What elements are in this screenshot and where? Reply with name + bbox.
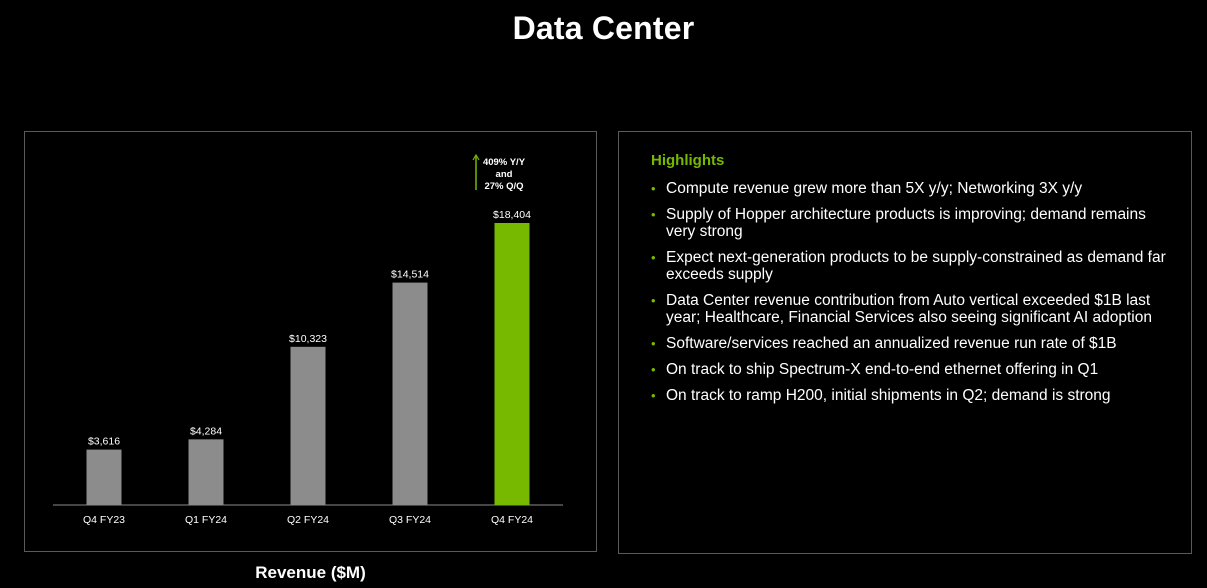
- highlight-item: • Expect next-generation products to be s…: [649, 249, 1169, 283]
- x-tick-label: Q1 FY24: [185, 514, 227, 526]
- x-tick-label: Q4 FY23: [83, 514, 125, 526]
- highlight-item: • Compute revenue grew more than 5X y/y; …: [649, 180, 1169, 197]
- highlight-item: • On track to ramp H200, initial shipment…: [649, 387, 1169, 404]
- chart-axis-label: Revenue ($M): [255, 563, 366, 582]
- bullet-icon: •: [651, 388, 656, 403]
- highlights-heading: Highlights: [651, 152, 725, 169]
- highlights-panel: Highlights • Compute revenue grew more th…: [618, 131, 1192, 554]
- highlight-text: Supply of Hopper architecture products i…: [666, 206, 1146, 240]
- bar-q4-fy23: [86, 449, 122, 505]
- page-title: Data Center: [512, 10, 695, 46]
- x-tick-label: Q4 FY24: [491, 514, 533, 526]
- bullet-icon: •: [651, 336, 656, 351]
- bar-value-label: $10,323: [289, 333, 327, 345]
- x-tick-label: Q3 FY24: [389, 514, 431, 526]
- bullet-icon: •: [651, 250, 656, 265]
- bar-q4-fy24: [494, 223, 530, 505]
- up-arrow-head-icon: [472, 153, 480, 161]
- highlight-text: On track to ship Spectrum-X end-to-end e…: [666, 361, 1099, 378]
- bullet-icon: •: [651, 362, 656, 377]
- highlight-item: • Data Center revenue contribution from A…: [649, 292, 1169, 326]
- bullet-icon: •: [651, 181, 656, 196]
- x-tick-label: Q2 FY24: [287, 514, 329, 526]
- revenue-chart-panel: $3,616 Q4 FY23 $4,284 Q1 FY24 $10,323 Q2 FY24…: [24, 131, 597, 552]
- bar-value-label: $4,284: [190, 425, 222, 437]
- highlight-text: Software/services reached an annualized …: [666, 335, 1117, 352]
- bar-value-label: $18,404: [493, 209, 531, 221]
- highlight-item: • On track to ship Spectrum-X end-to-end …: [649, 361, 1169, 378]
- bar-value-label: $3,616: [88, 436, 120, 448]
- growth-annotation-text: 27% Q/Q: [484, 181, 523, 192]
- highlight-text: Data Center revenue contribution from Au…: [666, 292, 1152, 326]
- highlight-text: On track to ramp H200, initial shipments…: [666, 387, 1111, 404]
- highlights-list: • Compute revenue grew more than 5X y/y; …: [649, 180, 1169, 413]
- bullet-icon: •: [651, 293, 656, 308]
- bar-q1-fy24: [188, 439, 224, 505]
- bullet-icon: •: [651, 207, 656, 222]
- bar-value-label: $14,514: [391, 269, 429, 281]
- highlight-item: • Supply of Hopper architecture products …: [649, 206, 1169, 240]
- bar-q2-fy24: [290, 346, 326, 505]
- highlight-text: Compute revenue grew more than 5X y/y; N…: [666, 180, 1083, 197]
- growth-annotation-text: 409% Y/Y: [483, 157, 526, 168]
- bar-q3-fy24: [392, 282, 428, 505]
- highlight-text: Expect next-generation products to be su…: [666, 249, 1166, 283]
- revenue-bar-chart: $3,616 Q4 FY23 $4,284 Q1 FY24 $10,323 Q2 FY24…: [53, 153, 563, 526]
- highlight-item: • Software/services reached an annualized…: [649, 335, 1169, 352]
- growth-annotation-text: and: [496, 169, 513, 180]
